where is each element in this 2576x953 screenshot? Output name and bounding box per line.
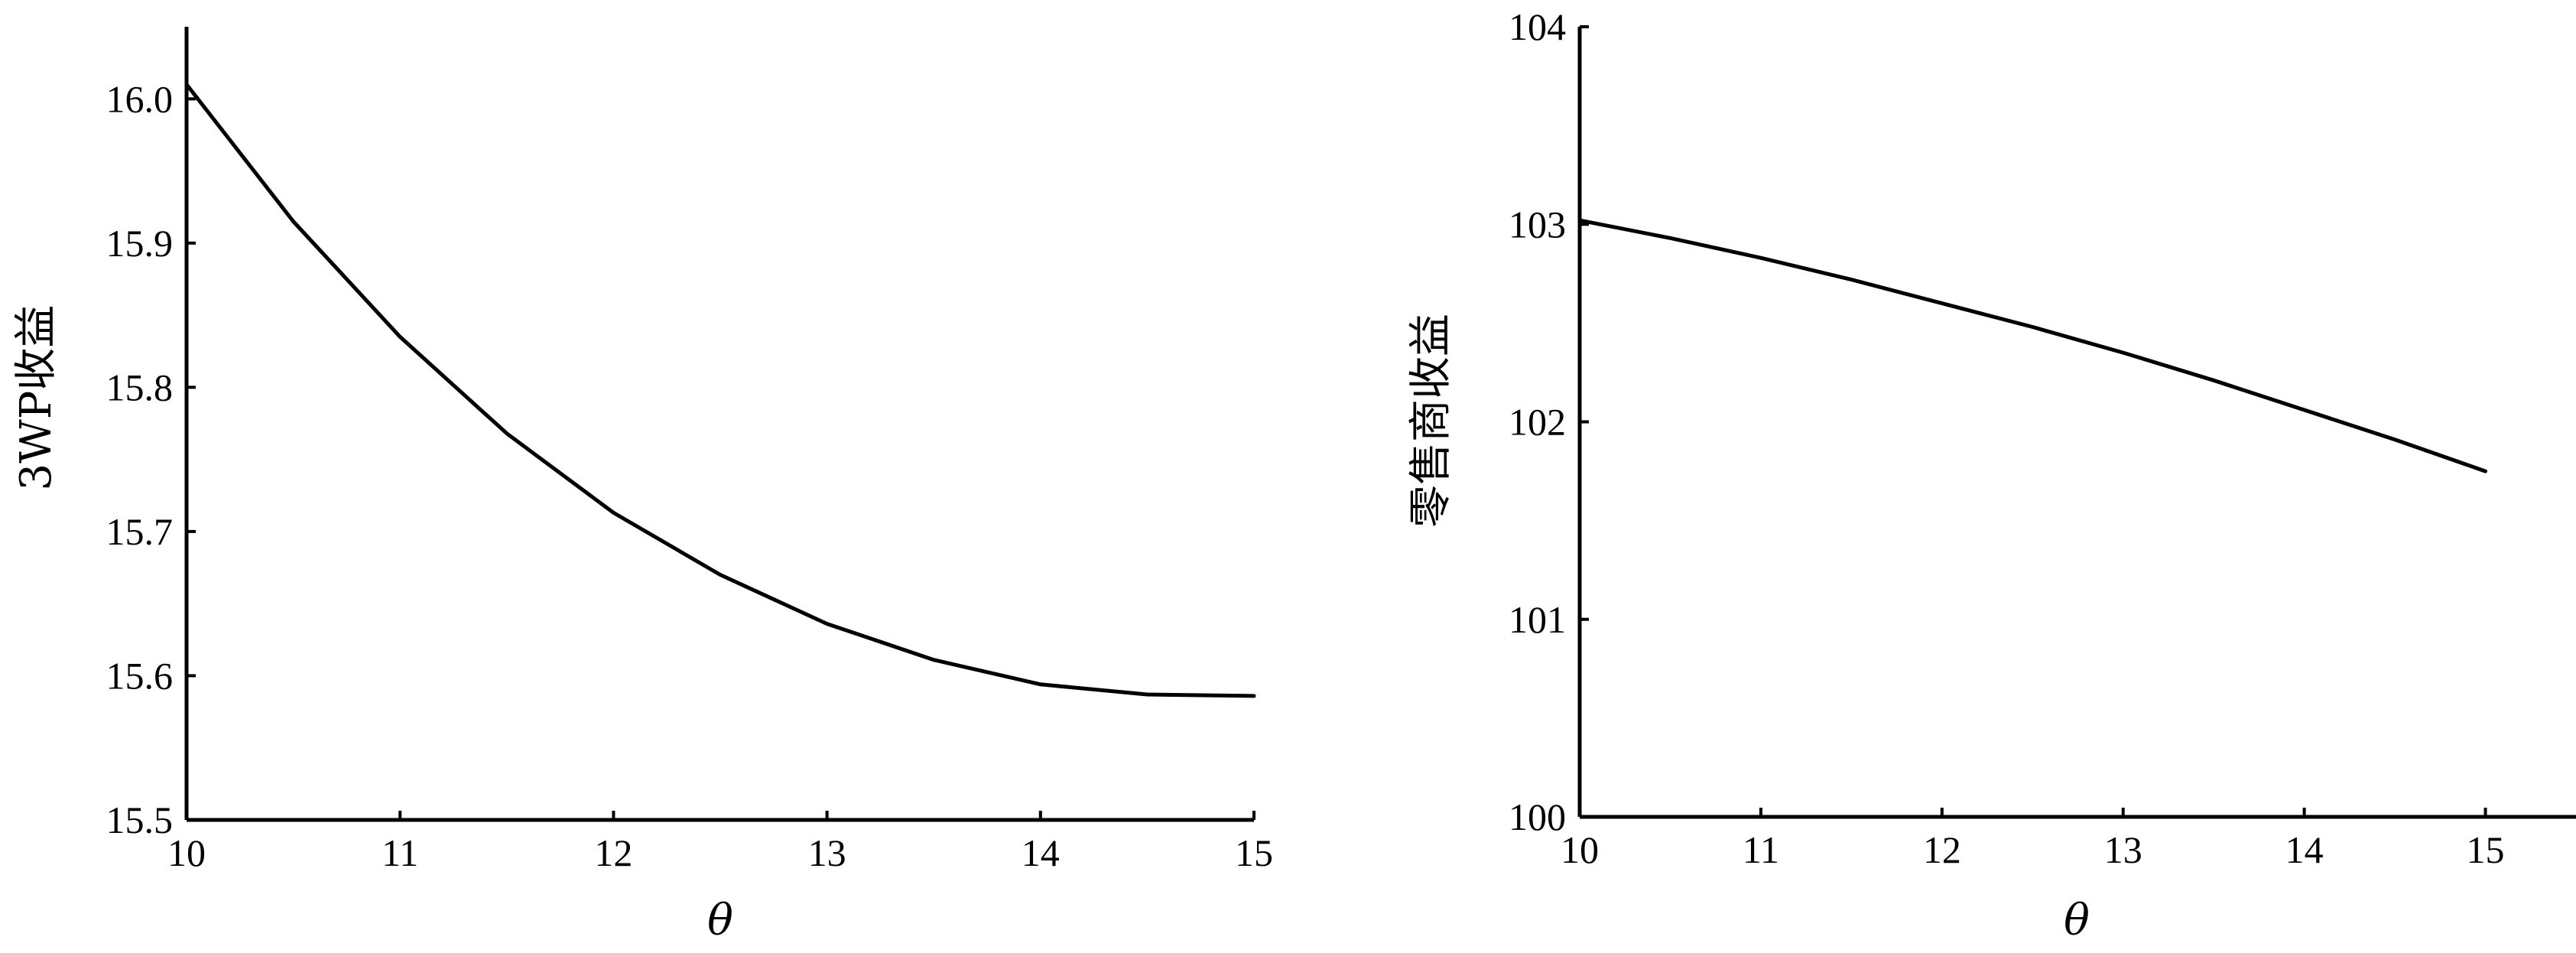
x-tick-label: 11 — [1743, 828, 1779, 871]
series-group — [184, 82, 1256, 698]
x-tick-label: 10 — [1561, 828, 1599, 871]
x-tick-label: 14 — [1022, 831, 1060, 874]
y-tick-label: 101 — [1509, 598, 1566, 641]
x-tick-label: 15 — [1235, 831, 1273, 874]
x-tick-label: 15 — [2467, 828, 2505, 871]
x-axis-label: θ — [2064, 896, 2090, 945]
x-tick-label: 14 — [2285, 828, 2324, 871]
y-tick-label: 15.8 — [106, 366, 174, 408]
y-tick-label: 104 — [1509, 5, 1566, 48]
y-tick-label: 15.5 — [106, 799, 174, 841]
tick-group: 10 11 12 13 14 15 100 101 102 103 104 — [1509, 5, 2505, 871]
y-axis-label: 3WP收益 — [11, 305, 61, 491]
x-tick-label: 12 — [1923, 828, 1961, 871]
y-tick-label: 15.6 — [106, 654, 174, 697]
x-tick-label: 11 — [382, 831, 418, 874]
y-tick-label: 15.9 — [106, 222, 174, 265]
y-tick-label: 103 — [1509, 203, 1566, 246]
series-line — [1577, 218, 2487, 473]
x-axis-label: θ — [707, 896, 733, 945]
y-tick-label: 15.7 — [106, 510, 174, 553]
x-tick-label: 13 — [2104, 828, 2142, 871]
tick-group: 10 11 12 13 14 15 15.5 15.6 15.7 15.8 15.9 16.0 — [106, 77, 1274, 874]
y-tick-label: 102 — [1509, 401, 1566, 444]
x-tick-label: 10 — [167, 831, 206, 874]
y-tick-label: 100 — [1509, 795, 1566, 838]
series-group — [1577, 218, 2487, 473]
x-tick-label: 12 — [594, 831, 632, 874]
y-tick-label: 16.0 — [106, 77, 174, 120]
x-tick-label: 13 — [808, 831, 846, 874]
y-axis-label: 零售商收益 — [1406, 314, 1456, 528]
series-line — [184, 82, 1256, 698]
chart-right: 10 11 12 13 14 15 100 101 102 103 104 θ 零售商收益 — [1406, 5, 2576, 945]
chart-left: 10 11 12 13 14 15 15.5 15.6 15.7 15.8 15.9 16.0 θ 3… — [11, 27, 1273, 945]
